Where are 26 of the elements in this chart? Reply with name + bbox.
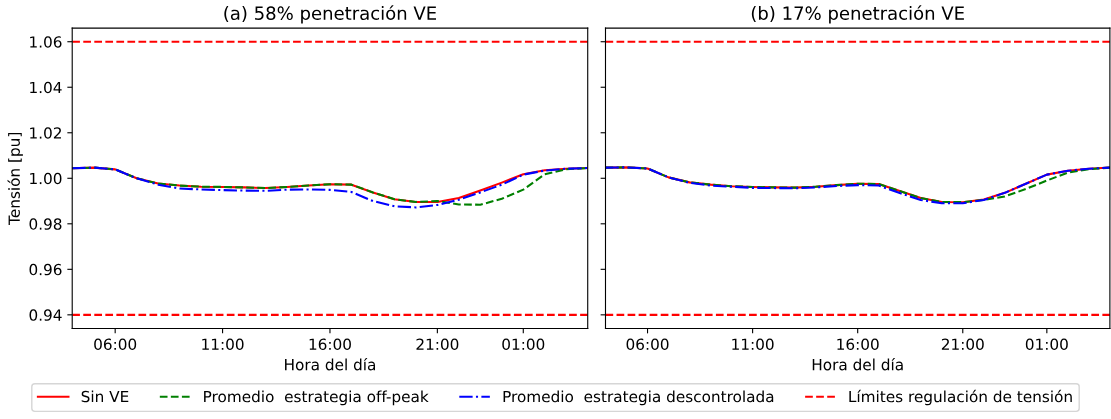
y-tick-label: 0.94 — [29, 309, 62, 321]
y-tick-label: 1.02 — [30, 127, 61, 139]
x-tick-label: 21:00 — [941, 338, 984, 351]
y-tick-label: 0.96 — [29, 263, 62, 276]
y-tick-label: 0.98 — [29, 218, 62, 230]
chart-title: (a) 58% penetración VE — [224, 5, 436, 24]
y-tick-label: 1.00 — [30, 172, 62, 185]
legend-label: Sin VE — [81, 390, 129, 403]
x-axis-title: Hora del día — [285, 357, 375, 371]
y-tick-label: 1.04 — [30, 81, 62, 94]
x-tick-label: 11:00 — [202, 338, 244, 351]
x-axis-title: Hora del día — [812, 357, 903, 371]
x-tick-label: 01:00 — [1025, 338, 1068, 351]
chart-title: (b) 17% penetración VE — [751, 5, 964, 24]
legend-label: Límites regulación de tensión — [849, 389, 1072, 406]
x-tick-label: 16:00 — [837, 338, 879, 351]
x-tick-label: 11:00 — [732, 338, 774, 351]
x-tick-label: 21:00 — [416, 338, 459, 351]
x-tick-label: 06:00 — [94, 338, 137, 351]
legend-label: Promedio estrategia descontrolada — [503, 390, 774, 406]
x-tick-label: 06:00 — [626, 338, 669, 351]
x-tick-label: 01:00 — [502, 338, 545, 351]
x-tick-label: 16:00 — [309, 338, 351, 351]
y-tick-label: 1.06 — [30, 36, 62, 48]
y-axis-title: Tensión [pu] — [7, 132, 23, 225]
legend-label: Promedio estrategia off-peak — [204, 390, 429, 406]
